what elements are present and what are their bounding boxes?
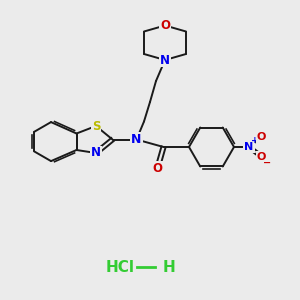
Text: O: O xyxy=(257,152,266,162)
Text: N: N xyxy=(160,53,170,67)
Text: +: + xyxy=(250,136,258,145)
Text: O: O xyxy=(160,19,170,32)
Text: S: S xyxy=(92,119,100,133)
Text: O: O xyxy=(257,132,266,142)
Text: N: N xyxy=(244,142,253,152)
Text: N: N xyxy=(91,146,101,160)
Text: O: O xyxy=(152,161,163,175)
Text: −: − xyxy=(263,158,271,168)
Text: N: N xyxy=(131,133,142,146)
Text: HCl: HCl xyxy=(106,260,134,274)
Text: H: H xyxy=(163,260,176,274)
